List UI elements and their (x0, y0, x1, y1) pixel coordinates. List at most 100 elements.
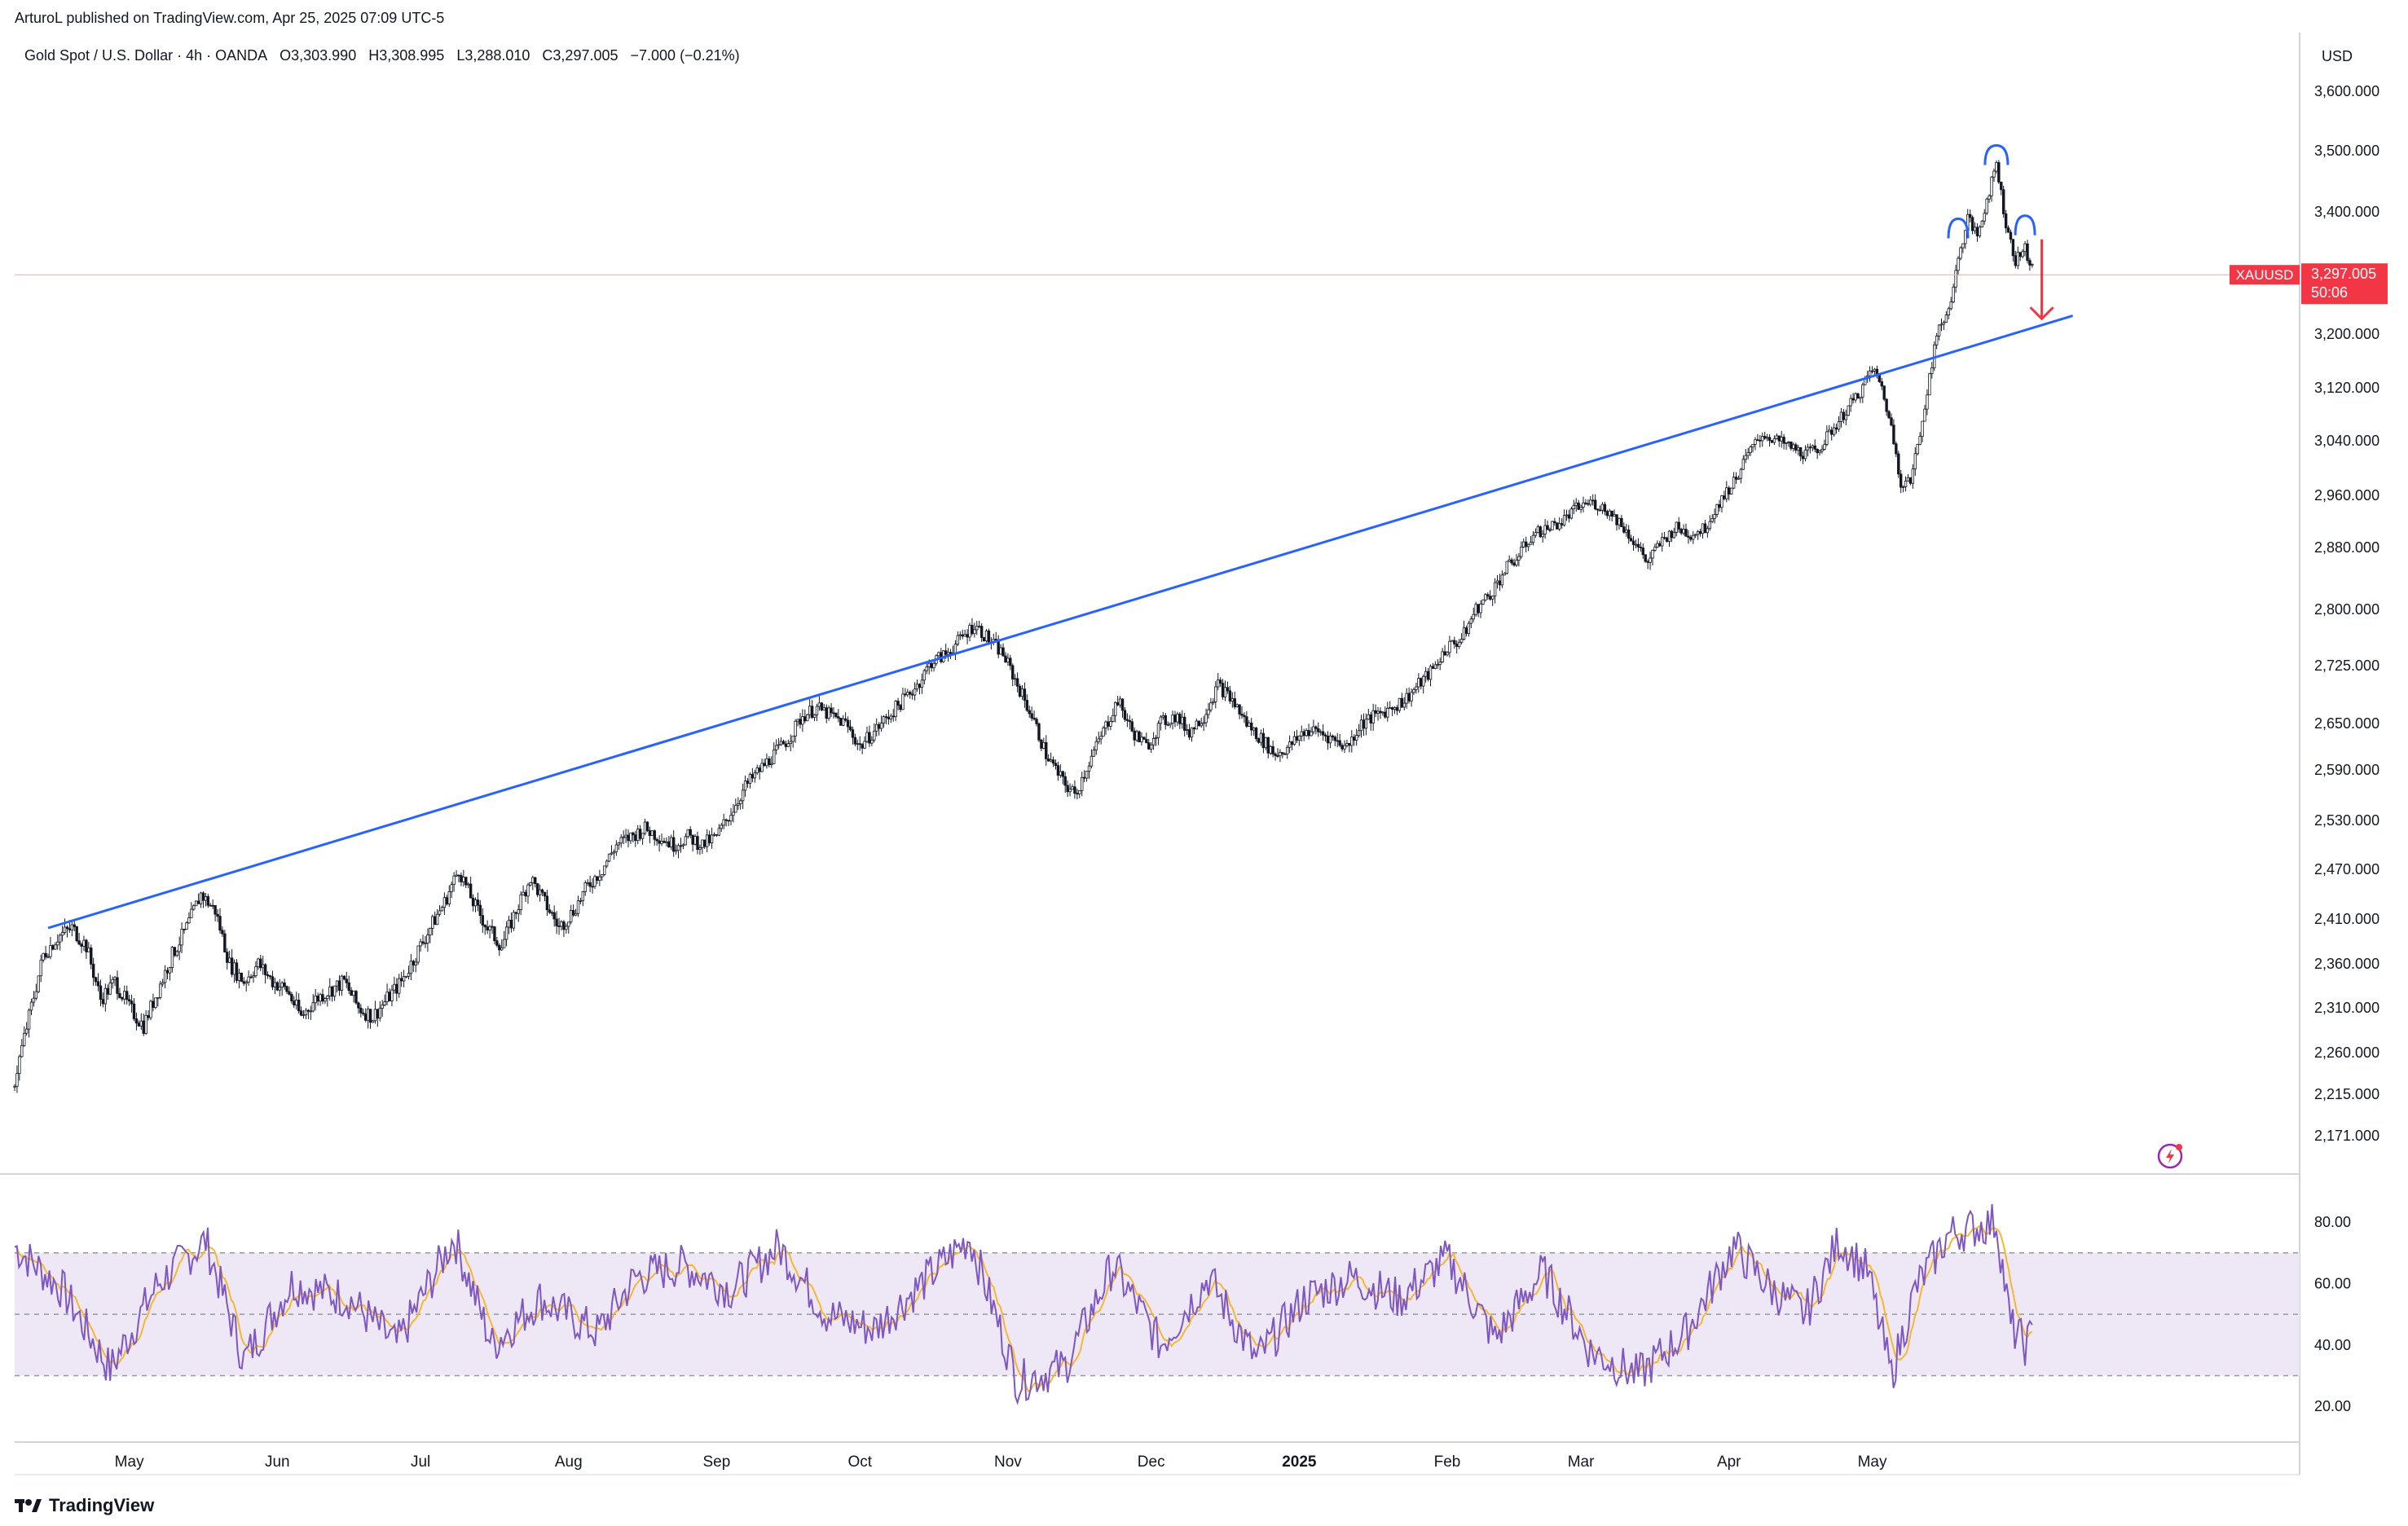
candle-body (134, 1018, 139, 1024)
candle-body (1321, 731, 1325, 736)
candle-body (1140, 737, 1143, 743)
candle-body (252, 975, 255, 978)
candle-body (1493, 582, 1497, 597)
candle-body (565, 926, 568, 930)
lightning-icon[interactable] (2157, 1143, 2183, 1169)
candle-body (1094, 741, 1098, 751)
candle-body (354, 991, 358, 1004)
candle-body (670, 837, 673, 847)
candle-body (1928, 373, 1931, 396)
candle-body (73, 924, 76, 927)
candle-body (624, 834, 627, 838)
candle-body (399, 978, 403, 982)
candle-body (1620, 517, 1623, 527)
candle-body (1524, 541, 1528, 548)
candle-body (865, 732, 869, 742)
candle-body (18, 1056, 21, 1075)
candle-body (91, 963, 95, 978)
candle-body (500, 947, 504, 951)
candle-body (1035, 719, 1038, 724)
pattern-arc[interactable] (1983, 143, 2010, 165)
candle-body (1212, 701, 1215, 704)
rsi-tick-label: 80.00 (2314, 1214, 2351, 1230)
candle-body (101, 999, 105, 1005)
candle-body (1453, 640, 1456, 644)
candle-body (832, 712, 835, 715)
candle-body (173, 947, 177, 956)
currency-label[interactable]: USD (2321, 48, 2353, 64)
candle-body (232, 962, 236, 975)
candle-body (1362, 719, 1366, 729)
candle-body (519, 894, 522, 910)
candle-body (522, 891, 525, 895)
candle-body (165, 970, 169, 974)
candle-body (1455, 644, 1459, 647)
tradingview-footer[interactable]: TradingView (15, 1495, 154, 1516)
candle-body (352, 991, 355, 996)
candle-body (1539, 526, 1542, 538)
candle-body (1978, 226, 1982, 236)
candle-body (1302, 731, 1305, 737)
candle-body (1099, 736, 1103, 740)
candle-body (1187, 729, 1191, 738)
candle-body (268, 975, 272, 978)
candle-body (1625, 530, 1628, 533)
candle-body (1820, 449, 1824, 452)
price-tick-label: 2,171.000 (2314, 1128, 2379, 1144)
candle-body (185, 922, 188, 930)
candle-body (1983, 213, 1986, 222)
candle-body (1469, 618, 1473, 624)
candle-body (249, 976, 253, 978)
candle-body (1603, 504, 1607, 512)
candle-body (187, 917, 191, 924)
candle-body (316, 995, 319, 1002)
candle-body (1128, 720, 1132, 723)
candle-body (1957, 257, 1960, 271)
candle-body (90, 948, 93, 965)
pattern-arc[interactable] (1947, 217, 1970, 239)
legend-symbol[interactable]: Gold Spot / U.S. Dollar · 4h · OANDA (24, 47, 268, 64)
candle-body (445, 897, 449, 904)
candle-body (1944, 314, 1948, 323)
candle-body (1338, 740, 1341, 746)
candle-body (1384, 711, 1387, 718)
candle-body (1823, 444, 1826, 450)
candle-body (204, 896, 208, 901)
symbol-badge[interactable] (2230, 265, 2300, 285)
candle-body (1622, 526, 1626, 533)
candle-body (717, 828, 721, 836)
candle-body (636, 829, 640, 842)
candle-body (605, 860, 609, 867)
candle-body (462, 877, 465, 882)
pattern-arc[interactable] (2014, 214, 2036, 235)
candle-body (216, 913, 219, 917)
candle-body (925, 666, 928, 671)
candle-body (784, 743, 788, 747)
candle-body (1901, 486, 1905, 488)
candle-body (1248, 722, 1251, 727)
candle-body (870, 739, 874, 744)
candle-body (1517, 556, 1521, 561)
candle-body (706, 834, 709, 847)
candle-body (531, 877, 535, 883)
candle-body (1520, 547, 1523, 557)
candle-body (743, 781, 747, 791)
candle-body (760, 763, 764, 772)
candle-body (1495, 580, 1499, 583)
candle-body (1297, 735, 1301, 741)
candle-body (1641, 548, 1644, 556)
candle-body (1328, 735, 1332, 744)
trendline[interactable] (47, 314, 2074, 930)
candle-body (1176, 714, 1179, 723)
candle-body (42, 952, 45, 961)
candle-body (1921, 420, 1924, 438)
price-badge[interactable] (2301, 263, 2388, 305)
candle-body (1854, 393, 1857, 401)
candle-body (1834, 427, 1838, 430)
candle-body (13, 1085, 16, 1088)
candle-body (376, 1009, 380, 1019)
candle-body (667, 841, 671, 847)
candle-body (1276, 755, 1279, 757)
candle-body (464, 877, 468, 886)
